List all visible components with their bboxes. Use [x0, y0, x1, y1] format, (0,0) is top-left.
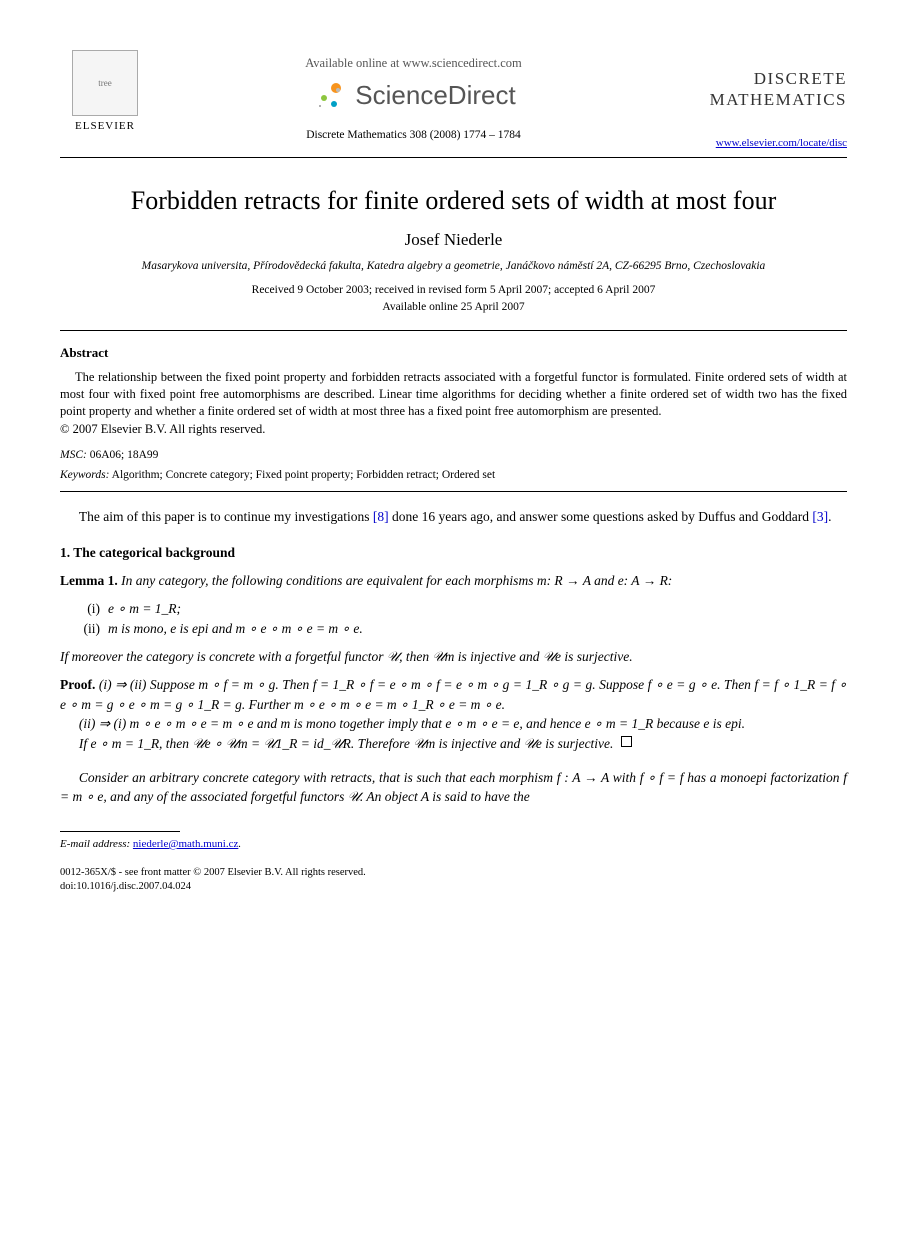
- journal-line2: MATHEMATICS: [710, 90, 847, 109]
- article-title: Forbidden retracts for finite ordered se…: [60, 186, 847, 216]
- section-1-heading: 1. The categorical background: [60, 545, 847, 561]
- sciencedirect-swirl-icon: [311, 77, 347, 113]
- proof-label: Proof.: [60, 677, 95, 692]
- top-rule: [60, 157, 847, 158]
- proof-line-3-wrap: If e ∘ m = 1_R, then 𝒰e ∘ 𝒰m = 𝒰1_R = id…: [60, 734, 847, 754]
- after-proof-text: Consider an arbitrary concrete category …: [60, 770, 847, 804]
- enum-ii-text: m is mono, e is epi and m ∘ e ∘ m ∘ e = …: [108, 619, 363, 639]
- lemma-1-label: Lemma 1.: [60, 573, 118, 588]
- proof-block: Proof. (i) ⇒ (ii) Suppose m ∘ f = m ∘ g.…: [60, 675, 847, 753]
- email-tail: .: [238, 838, 241, 850]
- keywords-label: Keywords:: [60, 469, 109, 481]
- abstract-body: The relationship between the fixed point…: [60, 369, 847, 420]
- lemma-1-tail-text: If moreover the category is concrete wit…: [60, 649, 633, 664]
- elsevier-label: ELSEVIER: [60, 120, 150, 132]
- available-online-text: Available online at www.sciencedirect.co…: [150, 56, 677, 71]
- email-line: E-mail address: niederle@math.muni.cz.: [60, 838, 847, 850]
- available-line: Available online 25 April 2007: [382, 301, 524, 313]
- sciencedirect-logo: ScienceDirect: [311, 77, 515, 113]
- msc-codes: 06A06; 18A99: [87, 449, 159, 461]
- received-line: Received 9 October 2003; received in rev…: [252, 284, 656, 296]
- enum-i-text: e ∘ m = 1_R;: [108, 599, 181, 619]
- msc-line: MSC: 06A06; 18A99: [60, 449, 847, 461]
- proof-line-3: If e ∘ m = 1_R, then 𝒰e ∘ 𝒰m = 𝒰1_R = id…: [79, 736, 614, 751]
- intro-p1c: .: [828, 509, 831, 524]
- publisher-logo-col: tree ELSEVIER: [60, 50, 150, 132]
- lemma-1-body: In any category, the following condition…: [118, 573, 673, 588]
- citation-line: Discrete Mathematics 308 (2008) 1774 – 1…: [150, 129, 677, 141]
- enum-item-ii: (ii) m is mono, e is epi and m ∘ e ∘ m ∘…: [74, 619, 847, 639]
- sciencedirect-text: ScienceDirect: [355, 80, 515, 111]
- keywords-line: Keywords: Algorithm; Concrete category; …: [60, 469, 847, 481]
- enum-ii-num: (ii): [74, 619, 100, 639]
- footer-meta: 0012-365X/$ - see front matter © 2007 El…: [60, 866, 847, 894]
- footnote-rule: [60, 831, 180, 832]
- elsevier-tree-icon: tree: [72, 50, 138, 116]
- intro-p1a: The aim of this paper is to continue my …: [79, 509, 373, 524]
- issn-line: 0012-365X/$ - see front matter © 2007 El…: [60, 866, 847, 880]
- journal-line1: DISCRETE: [754, 69, 847, 88]
- copyright-line: © 2007 Elsevier B.V. All rights reserved…: [60, 422, 847, 437]
- ref-3-link[interactable]: [3]: [812, 509, 828, 524]
- doi-line: doi:10.1016/j.disc.2007.04.024: [60, 880, 847, 894]
- journal-url-link[interactable]: www.elsevier.com/locate/disc: [677, 137, 847, 149]
- article-dates: Received 9 October 2003; received in rev…: [60, 282, 847, 317]
- proof-line-2-wrap: (ii) ⇒ (i) m ∘ e ∘ m ∘ e = m ∘ e and m i…: [60, 714, 847, 734]
- proof-line-2: (ii) ⇒ (i) m ∘ e ∘ m ∘ e = m ∘ e and m i…: [79, 716, 745, 731]
- journal-col: DISCRETE MATHEMATICS www.elsevier.com/lo…: [677, 50, 847, 149]
- journal-name: DISCRETE MATHEMATICS: [677, 68, 847, 111]
- lemma-1: Lemma 1. In any category, the following …: [60, 573, 847, 589]
- lemma-1-enum: (i) e ∘ m = 1_R; (ii) m is mono, e is ep…: [74, 599, 847, 640]
- header-row: tree ELSEVIER Available online at www.sc…: [60, 50, 847, 149]
- rule-above-abstract: [60, 330, 847, 331]
- keywords-values: Algorithm; Concrete category; Fixed poin…: [109, 469, 495, 481]
- after-proof-paragraph: Consider an arbitrary concrete category …: [60, 769, 847, 807]
- intro-p1b: done 16 years ago, and answer some quest…: [389, 509, 813, 524]
- ref-8-link[interactable]: [8]: [373, 509, 389, 524]
- email-link[interactable]: niederle@math.muni.cz: [133, 838, 238, 850]
- lemma-1-tail: If moreover the category is concrete wit…: [60, 649, 847, 665]
- enum-item-i: (i) e ∘ m = 1_R;: [74, 599, 847, 619]
- email-label: E-mail address:: [60, 838, 130, 850]
- abstract-heading: Abstract: [60, 345, 847, 361]
- author-name: Josef Niederle: [60, 230, 847, 250]
- enum-i-num: (i): [74, 599, 100, 619]
- qed-box-icon: [621, 736, 632, 747]
- page: tree ELSEVIER Available online at www.sc…: [0, 0, 907, 934]
- header-center: Available online at www.sciencedirect.co…: [150, 50, 677, 141]
- proof-line-1: (i) ⇒ (ii) Suppose m ∘ f = m ∘ g. Then f…: [60, 677, 847, 712]
- affiliation: Masarykova universita, Přírodovědecká fa…: [60, 260, 847, 272]
- intro-paragraph: The aim of this paper is to continue my …: [60, 508, 847, 527]
- msc-label: MSC:: [60, 449, 87, 461]
- rule-below-abstract: [60, 491, 847, 492]
